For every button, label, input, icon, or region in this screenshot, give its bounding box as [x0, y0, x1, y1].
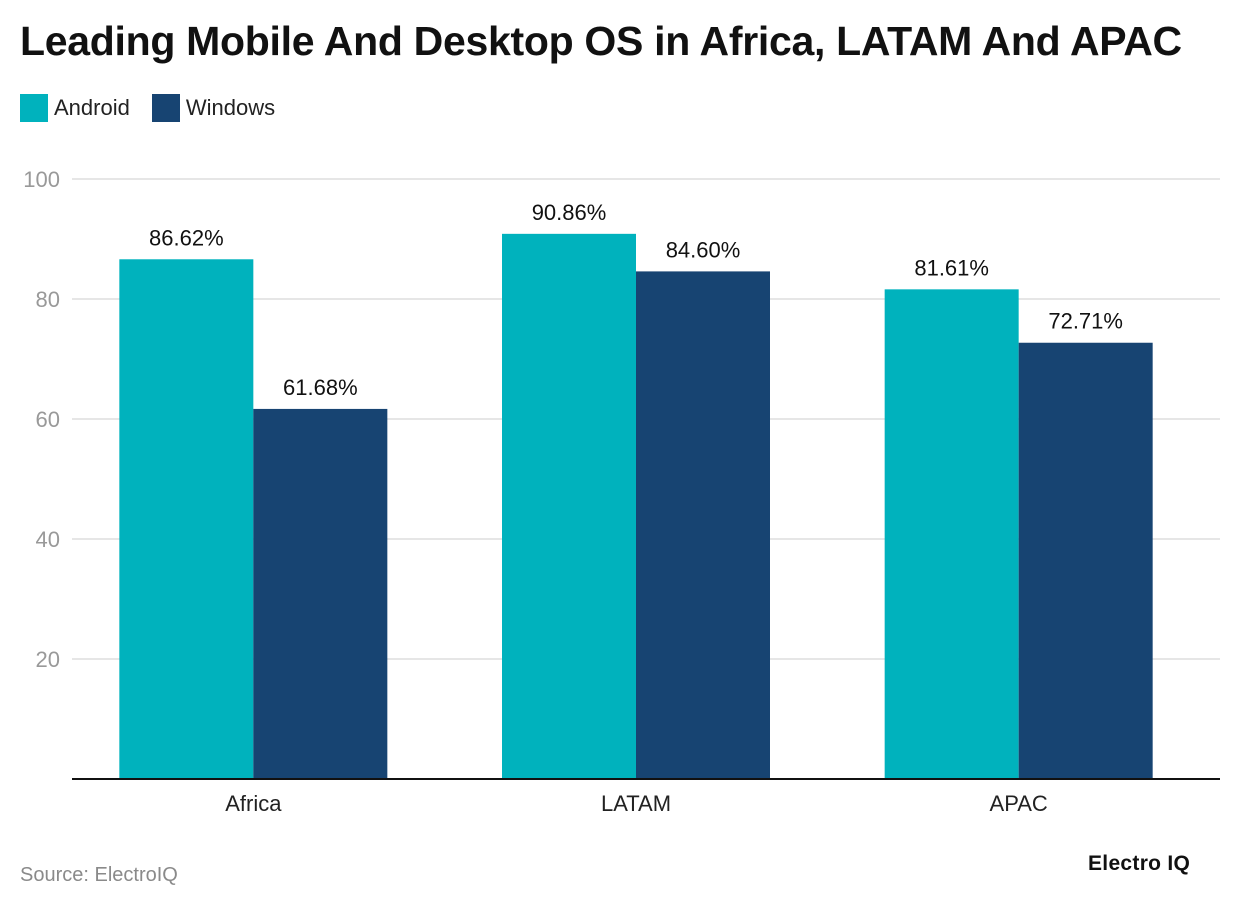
chart-legend: Android Windows	[20, 94, 297, 122]
data-label: 86.62%	[149, 225, 224, 250]
y-tick-label: 20	[36, 647, 60, 672]
y-tick-label: 80	[36, 287, 60, 312]
data-label: 90.86%	[532, 200, 607, 225]
x-tick-label: LATAM	[601, 791, 671, 816]
data-label: 84.60%	[666, 237, 741, 262]
legend-swatch-windows	[151, 94, 180, 122]
legend-item-android: Android	[20, 94, 130, 122]
y-tick-label: 40	[36, 527, 60, 552]
x-tick-label: Africa	[225, 791, 282, 816]
legend-swatch-android	[20, 94, 48, 122]
data-label: 61.68%	[283, 375, 358, 400]
data-label: 81.61%	[914, 255, 989, 280]
y-tick-label: 60	[36, 407, 60, 432]
legend-label-android: Android	[54, 95, 130, 120]
legend-label-windows: Windows	[185, 95, 276, 120]
brand-logo: Electro IQ	[1088, 852, 1191, 875]
data-label: 72.71%	[1048, 309, 1123, 334]
bar-windows-latam	[636, 271, 770, 779]
bar-windows-africa	[253, 408, 388, 779]
chart-title: Leading Mobile And Desktop OS in Africa,…	[20, 18, 1182, 64]
bar-android-latam	[502, 233, 636, 780]
bar-android-africa	[119, 259, 254, 779]
bar-windows-apac	[1018, 342, 1153, 779]
legend-item-windows: Windows	[151, 94, 276, 122]
source-note: Source: ElectroIQ	[20, 864, 178, 886]
bar-android-apac	[884, 289, 1019, 779]
y-tick-label: 100	[23, 167, 60, 192]
x-tick-label: APAC	[990, 791, 1048, 816]
